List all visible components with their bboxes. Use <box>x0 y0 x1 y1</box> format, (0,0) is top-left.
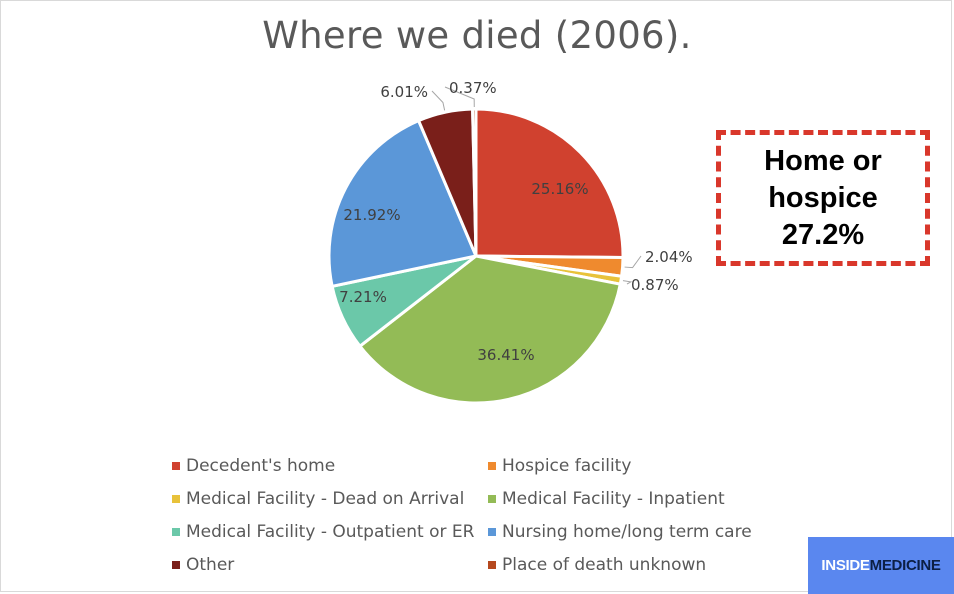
callout-line-3: 27.2% <box>781 218 865 251</box>
legend-swatch <box>172 462 180 470</box>
slice-data-label: 25.16% <box>531 180 588 198</box>
legend-swatch <box>172 528 180 536</box>
callout-line-1: Home or <box>764 144 882 177</box>
leader-line <box>622 280 633 285</box>
leader-line <box>624 255 642 269</box>
home-or-hospice-callout: Home or hospice 27.2% <box>716 130 930 266</box>
legend-label: Decedent's home <box>186 456 336 476</box>
callout-line-2: hospice <box>768 181 878 214</box>
legend-swatch <box>488 495 496 503</box>
legend-label: Other <box>186 555 235 575</box>
legend-swatch <box>488 561 496 569</box>
pie-slice <box>357 254 623 405</box>
inside-medicine-logo: INSIDE MEDICINE <box>808 537 954 594</box>
legend-swatch <box>172 495 180 503</box>
brand-part-1: INSIDE <box>821 557 870 574</box>
legend-label: Medical Facility - Inpatient <box>502 489 725 509</box>
legend-item-nursing-home: Nursing home/long term care <box>488 521 788 543</box>
leader-line <box>431 90 446 111</box>
legend-item-outpatient-or-er: Medical Facility - Outpatient or ER <box>172 521 488 543</box>
legend-label: Hospice facility <box>502 456 632 476</box>
legend-label: Nursing home/long term care <box>502 522 752 542</box>
slice-data-label: 0.37% <box>449 79 497 97</box>
legend-item-other: Other <box>172 554 488 576</box>
slice-data-label: 21.92% <box>343 206 400 224</box>
legend-item-hospice-facility: Hospice facility <box>488 455 788 477</box>
legend-swatch <box>488 528 496 536</box>
pie-slice <box>474 107 625 260</box>
slice-data-label: 36.41% <box>477 346 534 364</box>
legend-label: Medical Facility - Outpatient or ER <box>186 522 475 542</box>
legend-item-dead-on-arrival: Medical Facility - Dead on Arrival <box>172 488 488 510</box>
pie-slice <box>327 118 479 289</box>
legend-item-place-unknown: Place of death unknown <box>488 554 788 576</box>
legend-swatch <box>172 561 180 569</box>
slice-data-label: 2.04% <box>645 248 693 266</box>
slice-data-label: 7.21% <box>339 288 387 306</box>
chart-legend: Decedent's home Hospice facility Medical… <box>172 455 792 576</box>
legend-item-inpatient: Medical Facility - Inpatient <box>488 488 788 510</box>
legend-label: Medical Facility - Dead on Arrival <box>186 489 465 509</box>
slice-data-label: 0.87% <box>631 276 679 294</box>
legend-label: Place of death unknown <box>502 555 707 575</box>
legend-item-decedents-home: Decedent's home <box>172 455 488 477</box>
leader-line <box>444 86 475 108</box>
brand-part-2: MEDICINE <box>869 557 941 574</box>
legend-swatch <box>488 462 496 470</box>
chart-title: Where we died (2006). <box>262 14 692 57</box>
pie-slice <box>471 107 478 257</box>
slice-data-label: 6.01% <box>380 83 428 101</box>
